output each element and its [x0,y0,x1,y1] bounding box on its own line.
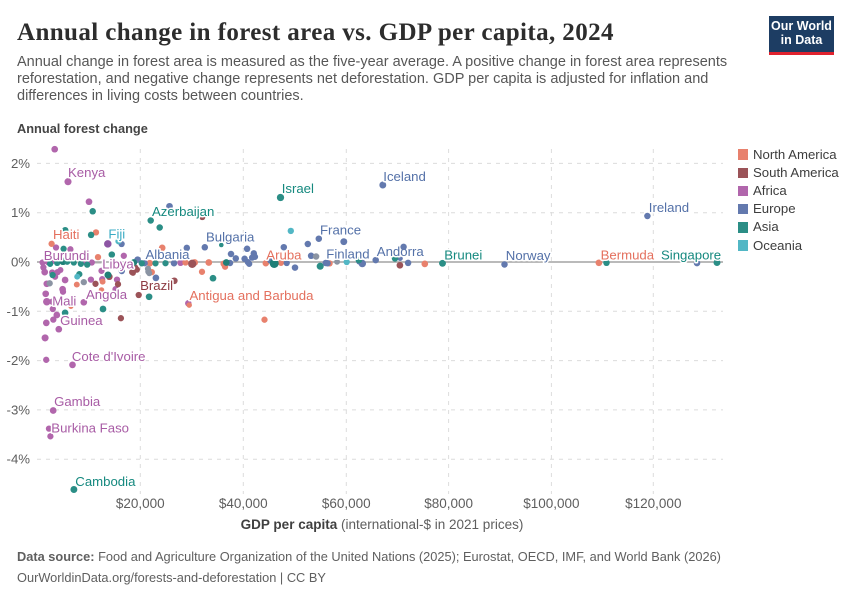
svg-text:France: France [320,222,361,237]
svg-text:1%: 1% [11,205,30,220]
svg-text:-2%: -2% [7,353,31,368]
svg-text:-1%: -1% [7,304,31,319]
svg-text:Brazil: Brazil [140,278,173,293]
svg-text:$40,000: $40,000 [219,496,268,511]
svg-text:Gambia: Gambia [54,394,101,409]
svg-text:Israel: Israel [282,181,314,196]
svg-text:$100,000: $100,000 [523,496,579,511]
svg-text:Singapore: Singapore [661,247,721,262]
svg-text:-4%: -4% [7,452,31,467]
svg-text:Kenya: Kenya [68,165,106,180]
svg-text:Cambodia: Cambodia [75,474,136,489]
svg-text:Azerbaijan: Azerbaijan [152,204,214,219]
svg-text:$20,000: $20,000 [116,496,165,511]
svg-text:Aruba: Aruba [266,248,302,263]
svg-text:Libya: Libya [102,256,134,271]
svg-text:Iceland: Iceland [383,169,426,184]
svg-text:Ireland: Ireland [649,200,689,215]
svg-text:GDP per capita (international-: GDP per capita (international-$ in 2021 … [241,517,524,532]
svg-text:Haiti: Haiti [53,227,79,242]
svg-text:Andorra: Andorra [377,244,425,259]
svg-text:Bulgaria: Bulgaria [206,229,255,244]
svg-text:Cote d'Ivoire: Cote d'Ivoire [72,349,146,364]
svg-text:Antigua and Barbuda: Antigua and Barbuda [190,288,315,303]
svg-text:Albania: Albania [146,247,191,262]
svg-text:Finland: Finland [326,247,369,262]
svg-text:Bermuda: Bermuda [601,247,655,262]
svg-text:2%: 2% [11,156,30,171]
svg-text:Fiji: Fiji [108,226,125,241]
svg-text:$120,000: $120,000 [625,496,681,511]
svg-text:0%: 0% [11,255,30,270]
svg-text:Burundi: Burundi [44,248,90,263]
svg-text:Burkina Faso: Burkina Faso [51,420,129,435]
svg-text:$80,000: $80,000 [424,496,473,511]
svg-text:Brunei: Brunei [444,247,482,262]
svg-text:Mali: Mali [52,293,76,308]
svg-text:Angola: Angola [86,287,128,302]
svg-text:Norway: Norway [506,248,551,263]
svg-text:-3%: -3% [7,402,31,417]
svg-text:Guinea: Guinea [60,313,103,328]
svg-text:$60,000: $60,000 [322,496,371,511]
